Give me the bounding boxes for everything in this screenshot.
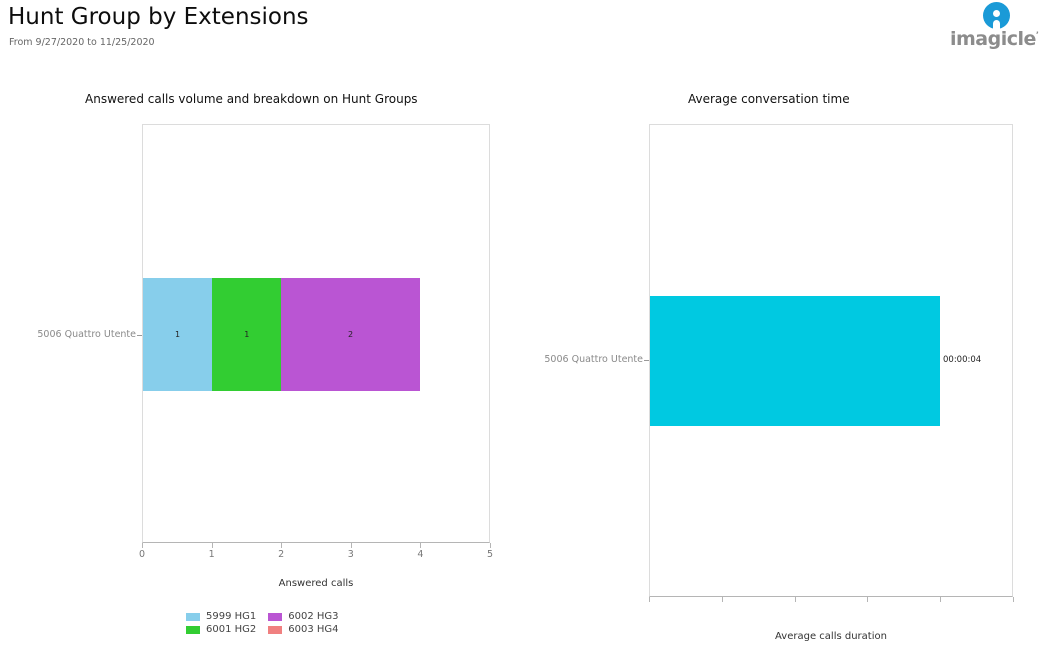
stacked-bar: 1 1 2 bbox=[143, 278, 489, 391]
x-tick bbox=[1013, 597, 1014, 602]
x-tick-label: 2 bbox=[278, 549, 285, 560]
legend-swatch bbox=[268, 612, 283, 621]
x-tick-label: 1 bbox=[208, 549, 215, 560]
logo-wordmark: imagicle bbox=[950, 28, 1036, 50]
legend-swatch bbox=[186, 625, 200, 634]
x-tick-label: 5 bbox=[486, 549, 494, 560]
imagicle-logo-text: imagicle’ bbox=[950, 28, 1039, 50]
right-chart-title: Average conversation time bbox=[688, 92, 850, 106]
legend-label: 5999 HG1 bbox=[206, 611, 257, 622]
x-tick bbox=[350, 543, 352, 548]
avg-duration-value: 00:00:04 bbox=[943, 355, 982, 365]
legend: 5999 HG1 6001 HG2 6002 HG3 6003 HG4 bbox=[186, 611, 339, 635]
x-tick bbox=[142, 543, 143, 548]
x-tick bbox=[490, 543, 491, 548]
left-chart-title: Answered calls volume and breakdown on H… bbox=[85, 92, 418, 106]
legend-item-hg2: 6001 HG2 bbox=[186, 624, 256, 635]
x-tick-label: 3 bbox=[347, 549, 354, 560]
date-range: From 9/27/2020 to 11/25/2020 bbox=[9, 37, 155, 48]
bar-segment-value: 1 bbox=[175, 330, 181, 339]
legend-item-hg4: 6003 HG4 bbox=[268, 624, 339, 635]
bar-segment-value: 1 bbox=[244, 330, 250, 339]
legend-item-hg1: 5999 HG1 bbox=[186, 611, 256, 622]
left-x-axis-ticks: 0 1 2 3 4 5 bbox=[138, 543, 494, 565]
legend-label: 6003 HG4 bbox=[288, 624, 339, 635]
x-tick bbox=[940, 597, 942, 602]
legend-swatch bbox=[268, 625, 283, 634]
x-tick bbox=[649, 597, 650, 602]
bar-segment-hg2: 1 bbox=[212, 278, 282, 391]
imagicle-logo: imagicle’ bbox=[950, 2, 1039, 52]
legend-item-hg3: 6002 HG3 bbox=[268, 611, 339, 622]
left-category-label: 5006 Quattro Utente bbox=[37, 329, 136, 340]
imagicle-logo-icon bbox=[983, 2, 1010, 29]
left-x-axis-label: Answered calls bbox=[278, 578, 354, 589]
bar-segment-hg3: 2 bbox=[281, 278, 420, 391]
x-tick bbox=[211, 543, 213, 548]
x-tick-label: 4 bbox=[417, 549, 424, 560]
logo-trademark: ’ bbox=[1035, 30, 1039, 40]
avg-duration-bar bbox=[650, 296, 940, 426]
x-tick bbox=[794, 597, 796, 602]
legend-label: 6002 HG3 bbox=[288, 611, 339, 622]
bar-segment-hg1: 1 bbox=[143, 278, 213, 391]
x-tick bbox=[867, 597, 869, 602]
right-category-tick bbox=[644, 360, 649, 361]
legend-label: 6001 HG2 bbox=[206, 624, 257, 635]
right-x-axis-ticks bbox=[649, 597, 1014, 619]
x-tick bbox=[420, 543, 422, 548]
left-category-tick bbox=[137, 335, 142, 336]
x-tick bbox=[281, 543, 283, 548]
x-tick-label: 0 bbox=[138, 549, 146, 560]
right-category-label: 5006 Quattro Utente bbox=[544, 354, 643, 365]
bar-segment-value: 2 bbox=[348, 330, 354, 339]
right-x-axis-label: Average calls duration bbox=[775, 631, 887, 642]
left-chart-plot-area: 1 1 2 bbox=[142, 124, 490, 543]
x-tick bbox=[721, 597, 723, 602]
right-chart-plot-area bbox=[649, 124, 1013, 597]
page-title: Hunt Group by Extensions bbox=[8, 4, 309, 30]
legend-swatch bbox=[186, 612, 200, 621]
